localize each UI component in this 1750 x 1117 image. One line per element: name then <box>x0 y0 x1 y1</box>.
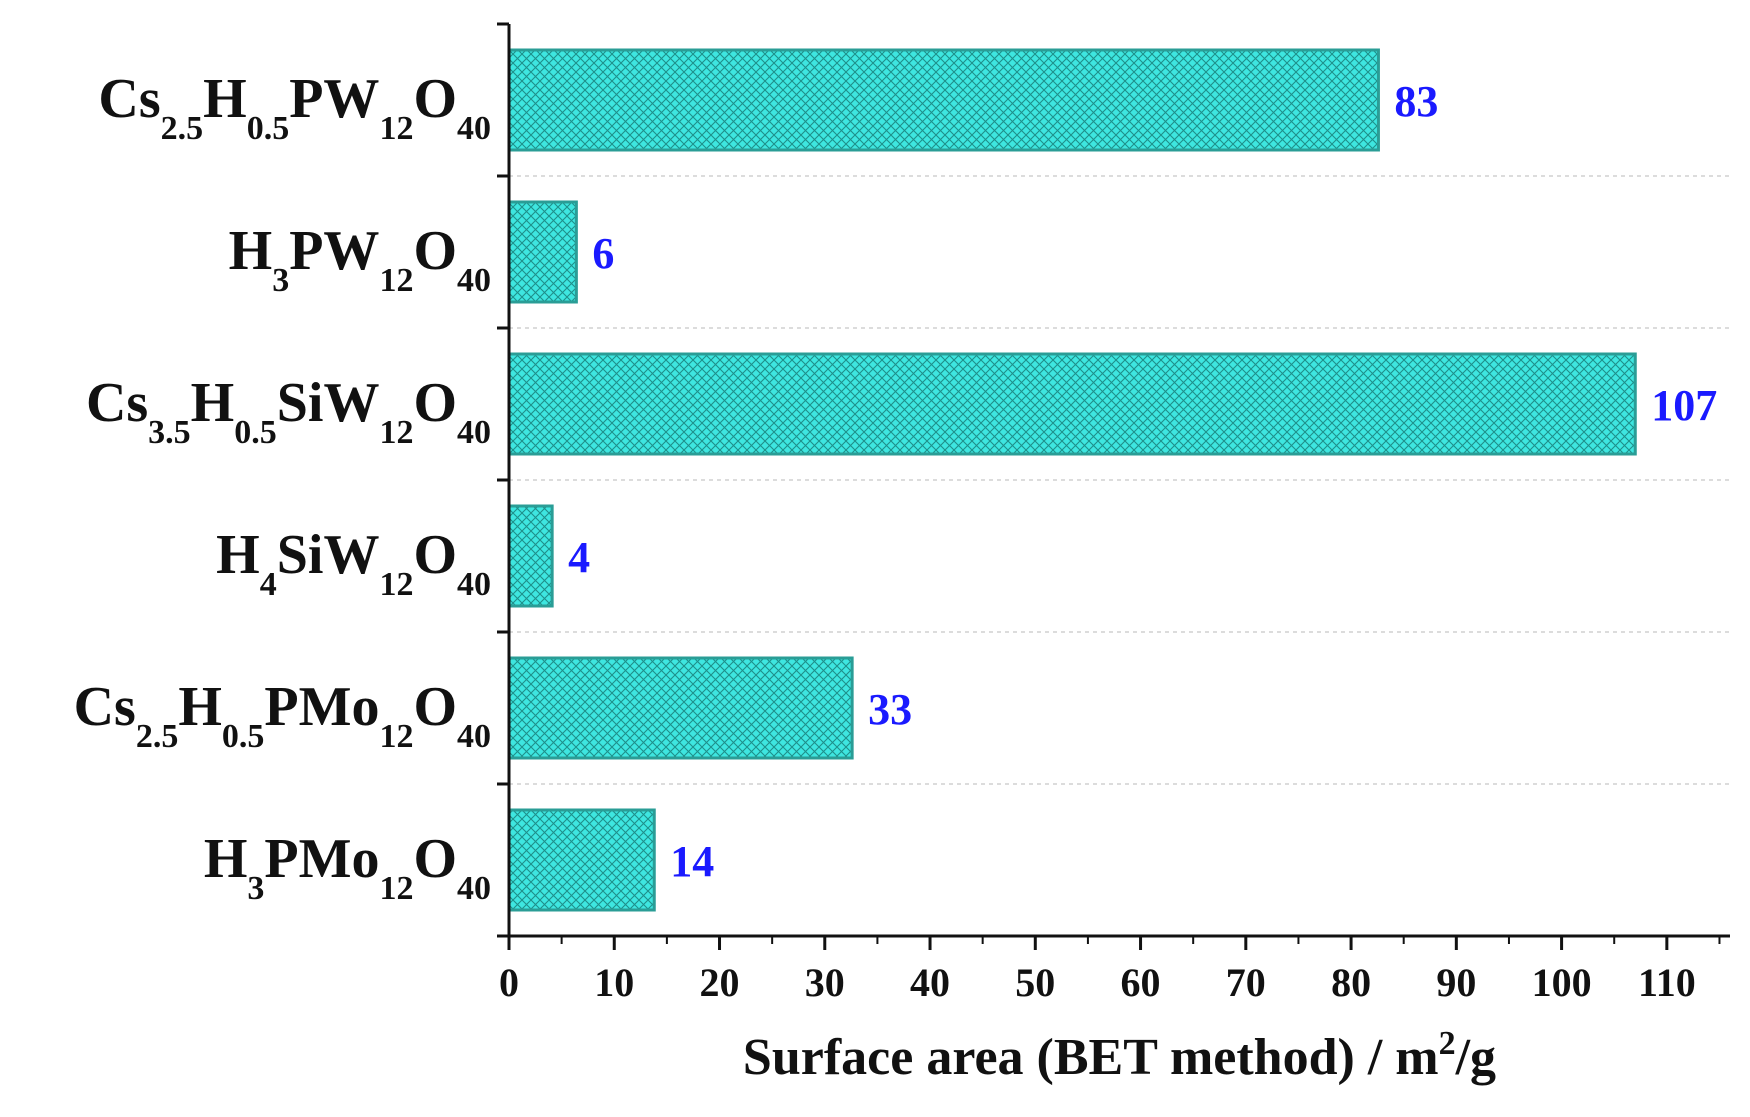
bar <box>507 352 1637 456</box>
category-label: H3PW12O40 <box>229 220 491 299</box>
x-axis-title: Surface area (BET method) / m2/g <box>743 1025 1496 1086</box>
x-tick-label: 110 <box>1638 960 1696 1005</box>
category-label: H3PMo12O40 <box>204 828 491 907</box>
x-tick-label: 60 <box>1121 960 1161 1005</box>
data-label: 107 <box>1651 381 1717 430</box>
labels: 83 Cs2.5H0.5PW12O40 6 H3PW12O40 107 Cs3.5H0.5… <box>74 68 1718 1086</box>
category-label: H4SiW12O40 <box>216 524 491 603</box>
x-tick-label: 90 <box>1436 960 1476 1005</box>
x-tick-label: 30 <box>805 960 845 1005</box>
category-label: Cs2.5H0.5PW12O40 <box>98 68 491 147</box>
x-tick-label: 40 <box>910 960 950 1005</box>
bar <box>507 808 656 912</box>
x-tick-label: 100 <box>1532 960 1592 1005</box>
x-tick-label: 80 <box>1331 960 1371 1005</box>
data-label: 14 <box>670 837 714 886</box>
bars <box>507 48 1637 912</box>
grid-lines <box>509 175 1730 785</box>
bar <box>507 48 1380 152</box>
data-label: 83 <box>1394 77 1438 126</box>
data-label: 6 <box>592 229 614 278</box>
bar <box>507 200 578 304</box>
data-label: 4 <box>568 533 590 582</box>
x-tick-label: 50 <box>1015 960 1055 1005</box>
bar <box>507 504 554 608</box>
x-tick-label: 10 <box>594 960 634 1005</box>
category-label: Cs3.5H0.5SiW12O40 <box>86 372 491 451</box>
data-label: 33 <box>868 685 912 734</box>
x-tick-label: 20 <box>700 960 740 1005</box>
axes <box>497 22 1730 950</box>
bar <box>507 656 854 760</box>
category-label: Cs2.5H0.5PMo12O40 <box>74 676 491 755</box>
x-tick-label: 0 <box>499 960 519 1005</box>
x-tick-label: 70 <box>1226 960 1266 1005</box>
